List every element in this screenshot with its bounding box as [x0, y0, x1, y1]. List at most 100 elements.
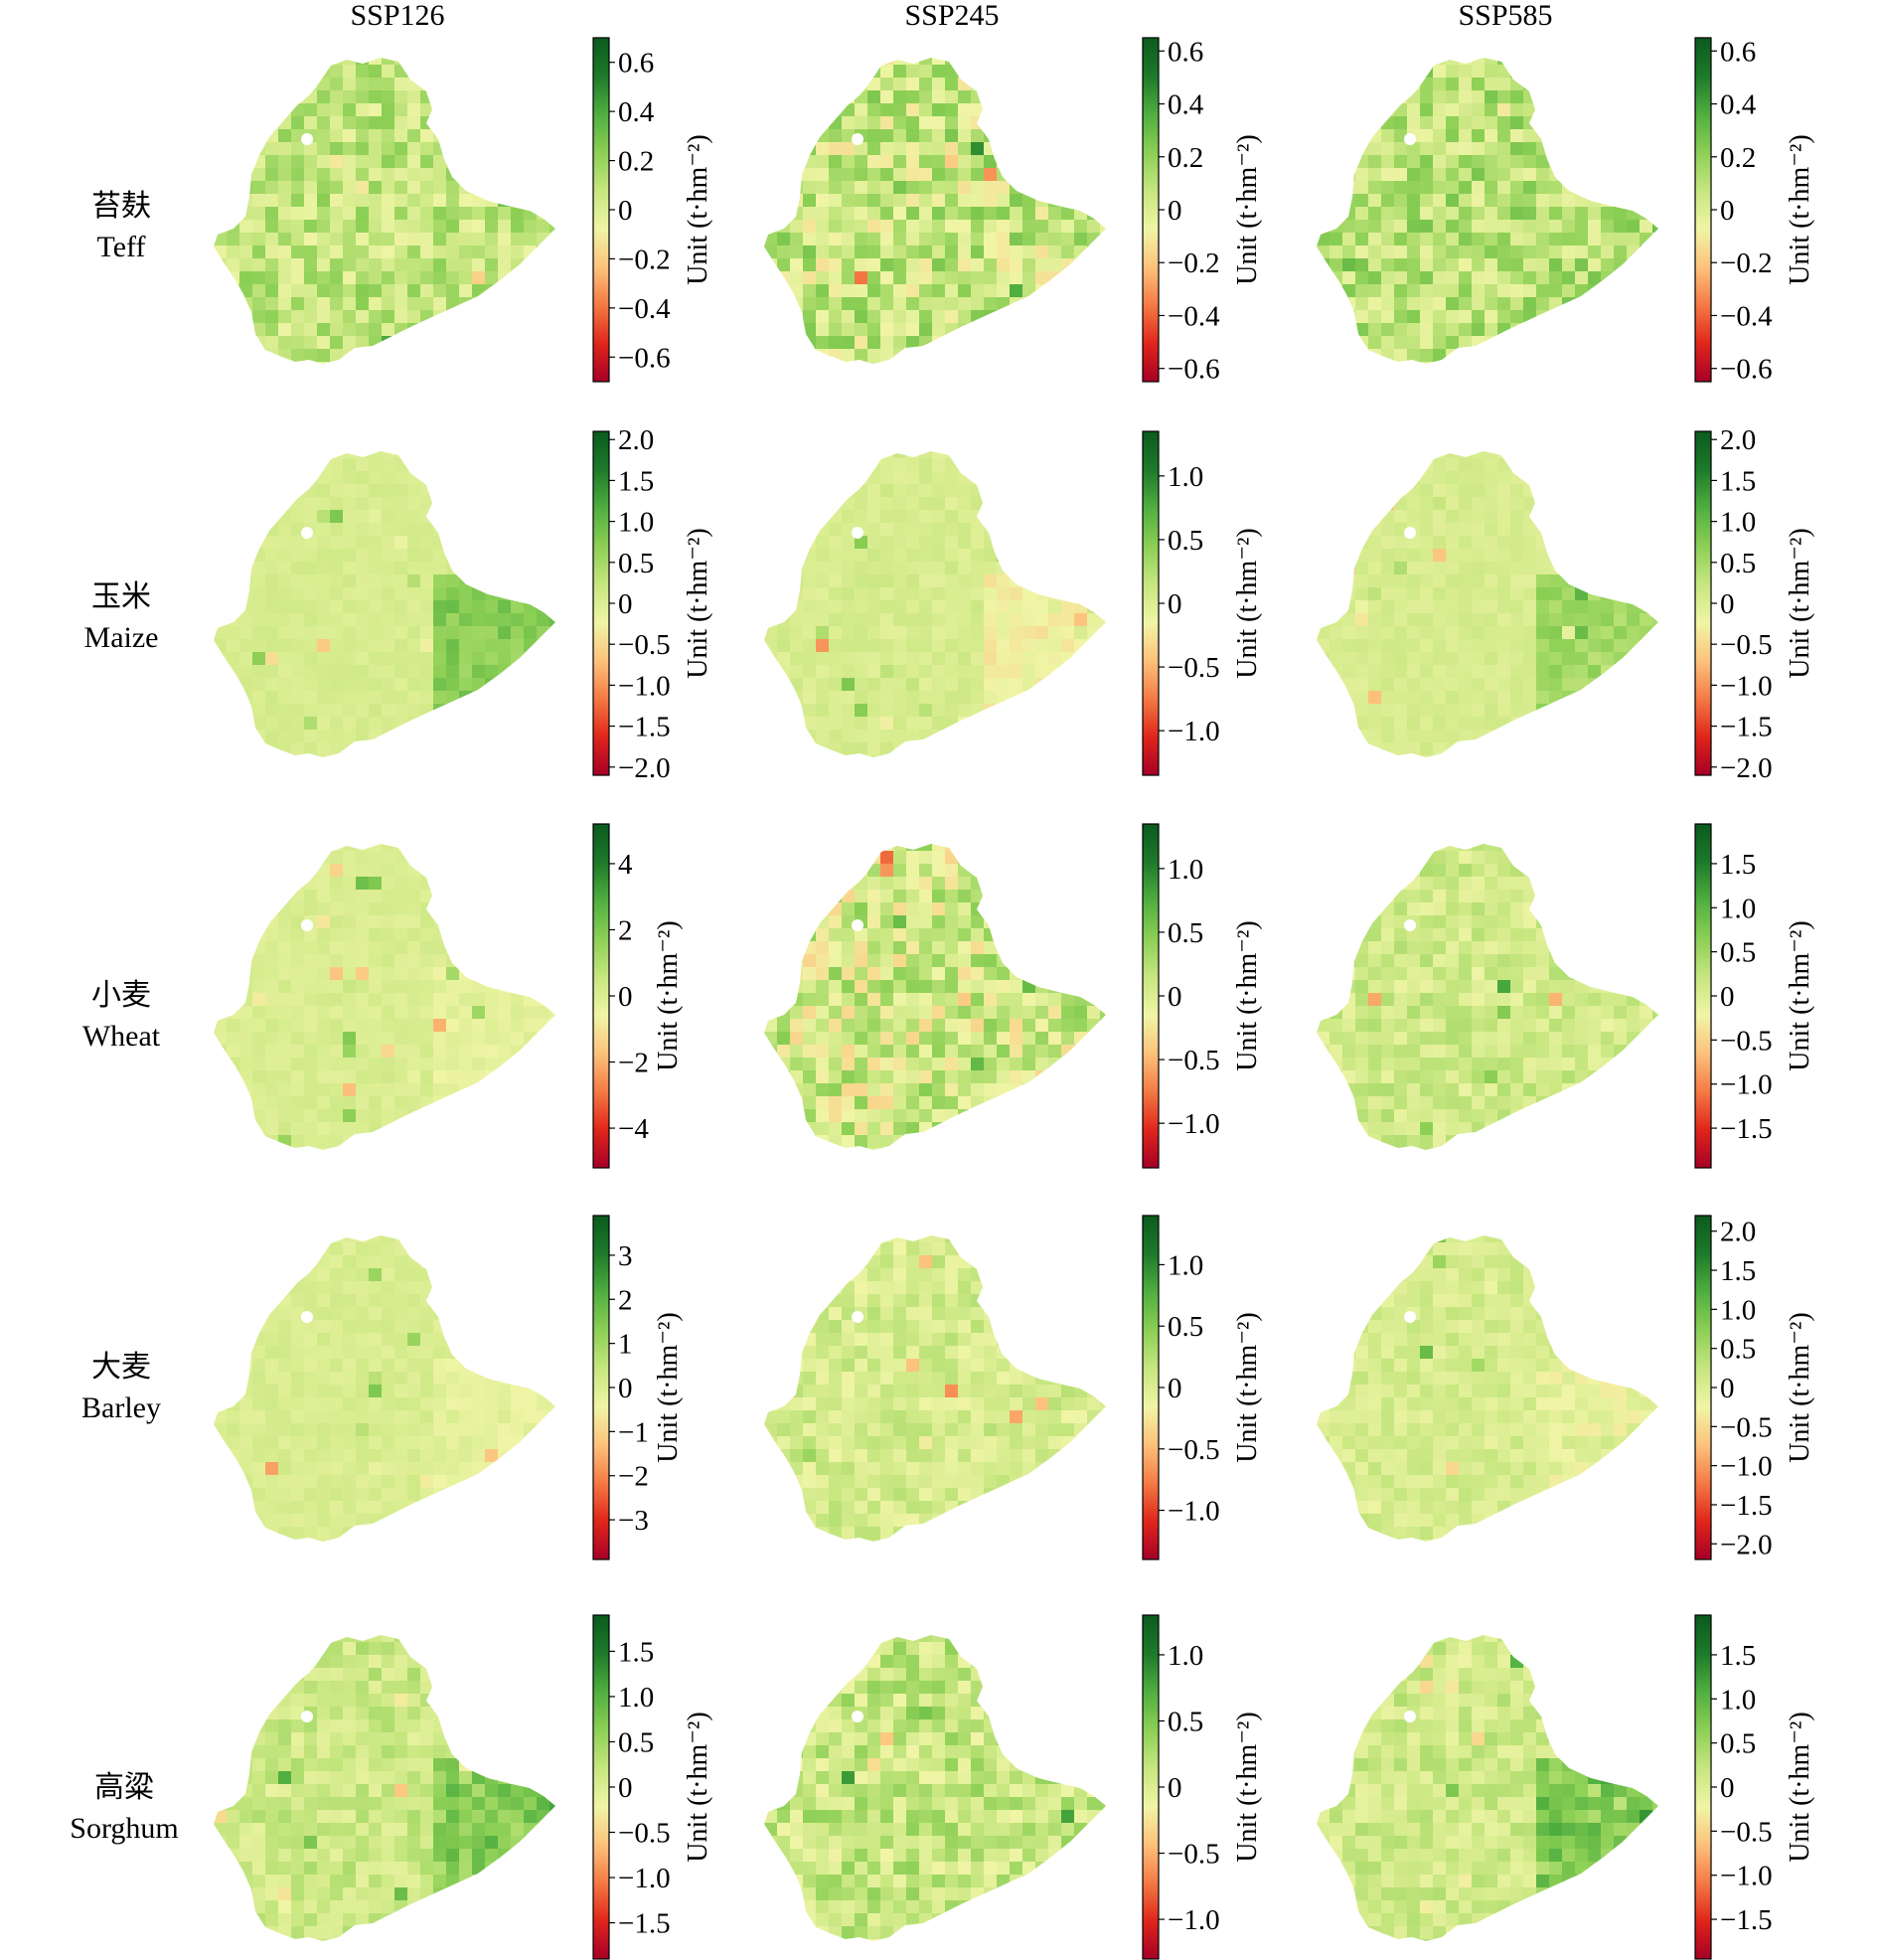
map-cell [278, 652, 292, 666]
map-cell [1640, 497, 1653, 511]
map-cell [790, 613, 804, 627]
map-cell [459, 497, 473, 511]
map-cell [1459, 549, 1473, 563]
map-cell [1446, 717, 1460, 731]
map-cell [382, 742, 395, 756]
map-cell [537, 323, 550, 337]
map-cell [356, 717, 370, 731]
map-cell [1420, 207, 1434, 221]
map-cell [278, 471, 292, 485]
map-cell [369, 574, 383, 588]
map-cell [1087, 103, 1101, 117]
map-cell [777, 639, 791, 653]
map-cell [958, 755, 972, 757]
map-cell [906, 155, 920, 169]
map-cell [304, 220, 318, 234]
map-cell [816, 471, 830, 485]
map-cell [1601, 233, 1615, 246]
map-cell [214, 458, 228, 472]
map-cell [1614, 258, 1628, 272]
map-cell [893, 220, 907, 234]
map-cell [1485, 310, 1498, 324]
map-cell [330, 730, 344, 743]
map-cell [420, 864, 434, 878]
map-cell [265, 336, 279, 350]
map-cell [304, 717, 318, 731]
map-cell [1523, 574, 1537, 588]
map-cell [317, 523, 331, 537]
map-cell [1536, 600, 1550, 614]
map-cell [1048, 349, 1062, 363]
map-cell [1100, 717, 1106, 731]
map-cell [855, 155, 868, 169]
map-cell [485, 1006, 499, 1020]
map-cell [265, 168, 279, 182]
map-cell [214, 626, 228, 640]
lake-marker [1404, 133, 1416, 145]
map-cell [304, 536, 318, 550]
map-cell [1497, 665, 1511, 679]
map-cell [1640, 284, 1653, 298]
map-cell [997, 58, 1011, 66]
map-cell [343, 678, 357, 692]
map-cell [459, 717, 473, 731]
map-cell [524, 194, 538, 208]
map-cell [958, 742, 972, 756]
map-cell [1485, 691, 1498, 705]
map-cell [1074, 336, 1088, 350]
map-cell [1394, 471, 1408, 485]
map-cell [291, 562, 305, 575]
map-cell [278, 626, 292, 640]
map-cell [1074, 613, 1088, 627]
map-cell [1317, 233, 1330, 246]
map-cell [1407, 245, 1421, 259]
map-cell [1407, 233, 1421, 246]
map-cell [472, 168, 486, 182]
map-cell [867, 220, 881, 234]
map-cell [1588, 562, 1602, 575]
map-cell [1394, 78, 1408, 91]
map-cell [1536, 142, 1550, 156]
map-cell [291, 297, 305, 311]
map-cell [537, 310, 550, 324]
map-cell [498, 691, 512, 705]
map-cell [1510, 523, 1524, 537]
map-cell [382, 549, 395, 563]
map-cell [446, 1045, 460, 1059]
map-cell [1420, 103, 1434, 117]
map-cell [252, 471, 266, 485]
map-cell [1048, 323, 1062, 337]
map-cell [343, 1032, 357, 1046]
map-cell [1433, 497, 1447, 511]
map-cell [1394, 58, 1408, 66]
map-cell [1640, 220, 1653, 234]
map-cell [446, 155, 460, 169]
map-cell [1562, 323, 1576, 337]
map-cell [278, 336, 292, 350]
map-cell [291, 691, 305, 705]
map-cell [369, 902, 383, 916]
map-cell [906, 562, 920, 575]
map-cell [1652, 155, 1658, 169]
lake-marker [301, 527, 313, 539]
map-cell [485, 1122, 499, 1136]
map-cell [867, 730, 881, 743]
map-cell [511, 1032, 525, 1046]
map-cell [549, 574, 555, 588]
map-cell [1048, 258, 1062, 272]
map-cell [1330, 768, 1343, 782]
map-cell [343, 271, 357, 285]
map-cell [1472, 613, 1486, 627]
map-cell [433, 245, 447, 259]
map-cell [984, 562, 998, 575]
map-cell [407, 245, 421, 259]
map-cell [764, 562, 778, 575]
map-cell [1317, 742, 1330, 756]
map-cell [239, 967, 253, 981]
map-cell [485, 458, 499, 472]
map-cell [1010, 284, 1023, 298]
map-cell [984, 336, 998, 350]
map-cell [433, 258, 447, 272]
map-cell [764, 704, 778, 718]
map-cell [1627, 523, 1641, 537]
